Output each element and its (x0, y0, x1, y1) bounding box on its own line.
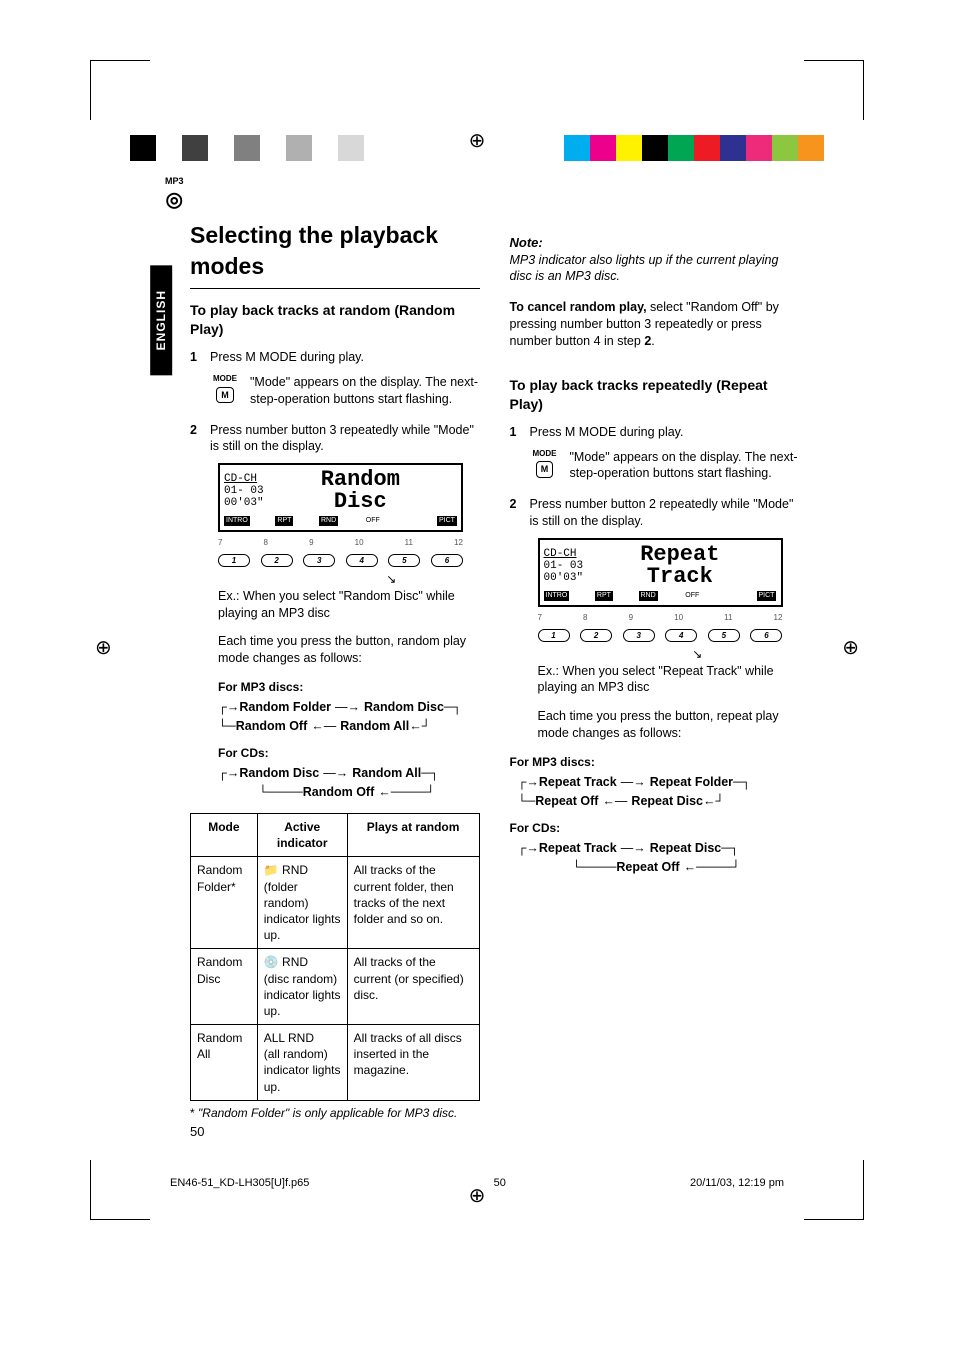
step-text: Press M MODE during play. (530, 424, 800, 441)
display-cd: CD-CH (544, 548, 584, 560)
footer-date: 20/11/03, 12:19 pm (690, 1176, 784, 1191)
number-button: 4 (346, 554, 378, 567)
number-button: 1 (538, 629, 570, 642)
display-mode-line2: Track (583, 566, 776, 588)
number-button: 3 (623, 629, 655, 642)
step-text: Press number button 3 repeatedly while "… (210, 422, 480, 456)
each-time-text: Each time you press the button, random p… (218, 633, 480, 667)
arrow-icon: ↘ (303, 571, 480, 587)
example-text: Ex.: When you select "Repeat Track" whil… (538, 663, 800, 697)
step-number: 2 (510, 496, 522, 530)
cd-label: For CDs: (218, 745, 480, 761)
number-button: 6 (431, 554, 463, 567)
mp3-label: For MP3 discs: (510, 754, 800, 770)
display-track: 01- 03 (544, 560, 584, 572)
footnote: * "Random Folder" is only applicable for… (190, 1105, 480, 1121)
step: 1 Press M MODE during play. (190, 349, 480, 366)
mp3-label: For MP3 discs: (218, 679, 480, 695)
step-number: 2 (190, 422, 202, 456)
step: 1 Press M MODE during play. (510, 424, 800, 441)
number-button: 1 (218, 554, 250, 567)
lcd-display: CD-CH 01- 03 00'03" Repeat Track INTRORP… (538, 538, 783, 606)
display-track: 01- 03 (224, 485, 264, 497)
flow-diagram-mp3: ┌→ Random Folder —→ Random Disc ─┐ └─ Ra… (218, 699, 480, 735)
number-button: 2 (261, 554, 293, 567)
step: 2 Press number button 3 repeatedly while… (190, 422, 480, 456)
mode-label: MODE (533, 449, 557, 458)
display-cd: CD-CH (224, 473, 264, 485)
mode-button-diagram: MODE M "Mode" appears on the display. Th… (530, 449, 800, 483)
modes-table: ModeActive indicatorPlays at random Rand… (190, 813, 480, 1101)
left-column: Selecting the playback modes To play bac… (190, 220, 480, 1141)
button-numbers: 789101112 (538, 613, 783, 624)
m-button: M (536, 461, 554, 477)
page: ⊕ ⊕ ⊕ ⊕ MP3 ◎ ENGLISH Selecting the play… (0, 0, 954, 1230)
step-text: Press M MODE during play. (210, 349, 480, 366)
flow-diagram-mp3: ┌→ Repeat Track —→ Repeat Folder ─┐ └─ R… (518, 774, 800, 810)
footer-page: 50 (494, 1176, 506, 1191)
step-number: 1 (510, 424, 522, 441)
step-number: 1 (190, 349, 202, 366)
display-time: 00'03" (224, 497, 264, 509)
mode-description: "Mode" appears on the display. The next-… (250, 374, 480, 408)
mode-button-diagram: MODE M "Mode" appears on the display. Th… (210, 374, 480, 408)
m-button: M (216, 387, 234, 403)
display-mode-line1: Random (264, 469, 457, 491)
asterisk: * (190, 1106, 195, 1120)
note-title: Note: (510, 234, 800, 252)
display-strip: INTRORPTRNDOFFPICT (224, 516, 457, 525)
note-body: MP3 indicator also lights up if the curr… (510, 252, 800, 286)
display-strip: INTRORPTRNDOFFPICT (544, 591, 777, 600)
button-row: 123456 (538, 629, 783, 642)
display-mode-line1: Repeat (583, 544, 776, 566)
arrow-icon: ↘ (596, 646, 800, 662)
number-button: 4 (665, 629, 697, 642)
display-time: 00'03" (544, 572, 584, 584)
crop-mark (804, 1160, 864, 1220)
language-tab: ENGLISH (150, 265, 172, 375)
button-row: 123456 (218, 554, 463, 567)
lcd-display: CD-CH 01- 03 00'03" Random Disc INTRORPT… (218, 463, 463, 531)
registration-mark-icon: ⊕ (95, 635, 112, 662)
crop-mark (90, 60, 150, 120)
button-numbers: 789101112 (218, 538, 463, 549)
subsection-title: To play back tracks at random (Random Pl… (190, 301, 480, 339)
mode-description: "Mode" appears on the display. The next-… (570, 449, 800, 483)
number-button: 5 (708, 629, 740, 642)
each-time-text: Each time you press the button, repeat p… (538, 708, 800, 742)
mode-button-icon: MODE M (530, 449, 560, 483)
footer-file: EN46-51_KD-LH305[U]f.p65 (170, 1176, 309, 1191)
right-column: Note: MP3 indicator also lights up if th… (510, 220, 800, 1141)
display-mode-line2: Disc (264, 491, 457, 513)
crop-mark (804, 60, 864, 120)
cancel-text: To cancel random play, select "Random Of… (510, 299, 800, 350)
step: 2 Press number button 2 repeatedly while… (510, 496, 800, 530)
rule (190, 288, 480, 289)
number-button: 5 (388, 554, 420, 567)
crop-mark (90, 1160, 150, 1220)
mp3-label: MP3 (165, 176, 184, 186)
disc-icon: ◎ (165, 187, 184, 214)
section-title: Selecting the playback modes (190, 220, 480, 282)
page-number: 50 (190, 1123, 480, 1141)
example-text: Ex.: When you select "Random Disc" while… (218, 588, 480, 622)
cd-label: For CDs: (510, 820, 800, 836)
step-text: Press number button 2 repeatedly while "… (530, 496, 800, 530)
mode-button-icon: MODE M (210, 374, 240, 408)
footnote-text: "Random Folder" is only applicable for M… (198, 1106, 457, 1120)
number-button: 6 (750, 629, 782, 642)
mp3-disc-icon: MP3 ◎ (165, 175, 184, 214)
flow-diagram-cd: ┌→ Repeat Track —→ Repeat Disc ─┐ └──── … (518, 840, 800, 876)
flow-diagram-cd: ┌→ Random Disc —→ Random All ─┐ └──── Ra… (218, 765, 480, 801)
mode-label: MODE (213, 374, 237, 383)
number-button: 3 (303, 554, 335, 567)
number-button: 2 (580, 629, 612, 642)
registration-mark-icon: ⊕ (469, 1183, 486, 1210)
subsection-title: To play back tracks repeatedly (Repeat P… (510, 376, 800, 414)
registration-mark-icon: ⊕ (469, 128, 486, 155)
registration-mark-icon: ⊕ (842, 635, 859, 662)
